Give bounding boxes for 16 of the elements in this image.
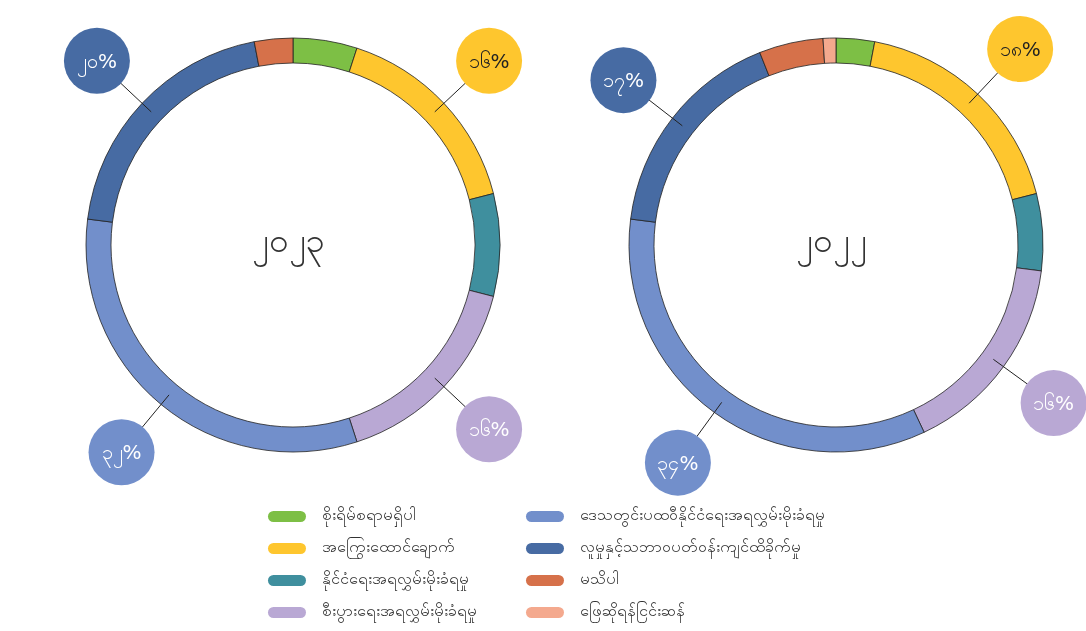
legend-label: ဒေသတွင်းပထဝီနိုင်ငံရေးအရလွှမ်းမိုးခံရမှု bbox=[580, 504, 825, 528]
legend-label: မသိပါ bbox=[580, 568, 619, 590]
data-label: ၁၆% bbox=[468, 48, 510, 73]
legend-label: ဖြေဆိုရန်ငြင်းဆန် bbox=[580, 600, 685, 624]
data-label: ၃၂% bbox=[101, 440, 142, 469]
legend-label: လူမှုနှင့်သဘာဝပတ်ဝန်းကျင်ထိခိုက်မှု bbox=[580, 536, 801, 560]
legend-label: စီးပွားရေးအရလွှမ်းမိုးခံရမှု bbox=[322, 600, 477, 624]
data-label: ၁၆% bbox=[1033, 391, 1075, 416]
data-label: ၁၇% bbox=[602, 68, 644, 97]
data-label: ၂၀% bbox=[76, 48, 117, 77]
data-label: ၃၄% bbox=[657, 450, 699, 479]
data-label: ၁၆% bbox=[468, 417, 510, 442]
legend-label: စိုးရိမ်စရာမရှိပါ bbox=[322, 504, 416, 528]
legend-label: နိုင်ငံရေးအရလွှမ်းမိုးခံရမှု bbox=[322, 568, 469, 592]
legend-label: အကြွေးထောင်ချောက် bbox=[322, 536, 455, 560]
data-label: ၁၈% bbox=[999, 36, 1041, 61]
